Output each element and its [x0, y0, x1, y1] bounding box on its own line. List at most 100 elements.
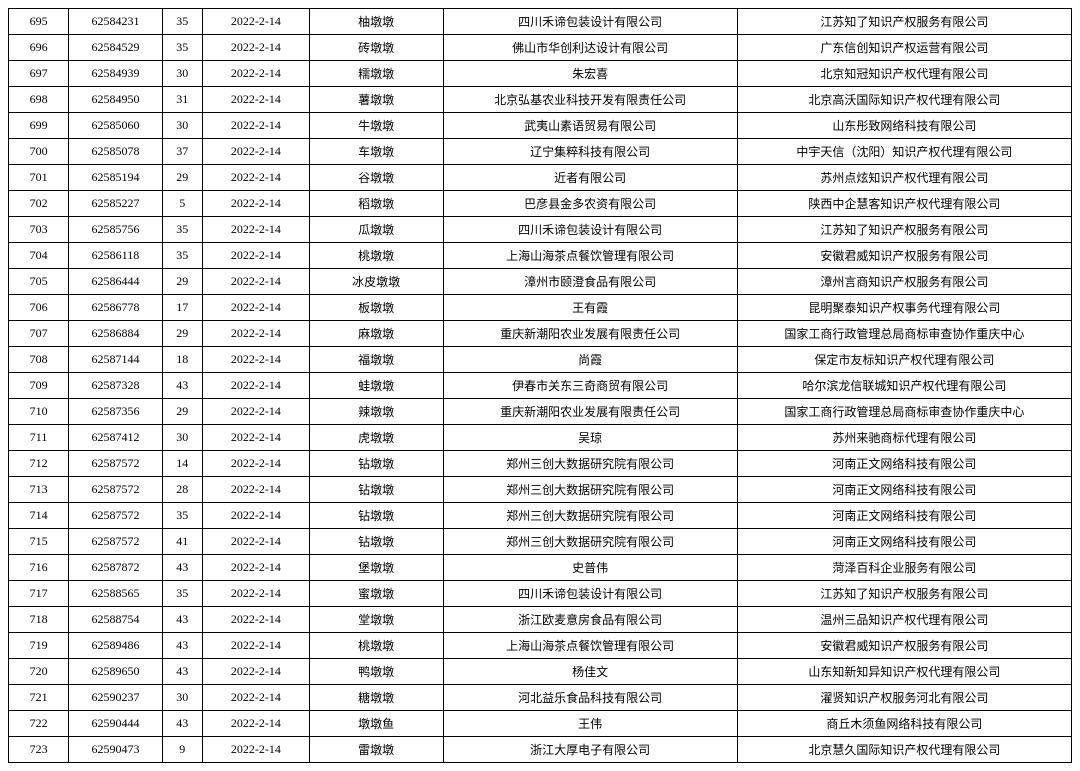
table-cell-seq: 718: [9, 607, 69, 633]
table-cell-id: 62585756: [69, 217, 163, 243]
table-cell-date: 2022-2-14: [202, 35, 309, 61]
table-cell-name: 福墩墩: [309, 347, 443, 373]
table-row: 71662587872432022-2-14堡墩墩史普伟菏泽百科企业服务有限公司: [9, 555, 1072, 581]
table-cell-id: 62586778: [69, 295, 163, 321]
table-cell-id: 62585194: [69, 165, 163, 191]
table-cell-class: 14: [162, 451, 202, 477]
table-cell-applicant: 王有霞: [443, 295, 737, 321]
table-cell-seq: 721: [9, 685, 69, 711]
table-cell-name: 辣墩墩: [309, 399, 443, 425]
table-cell-id: 62587144: [69, 347, 163, 373]
table-cell-class: 30: [162, 113, 202, 139]
table-row: 70362585756352022-2-14瓜墩墩四川禾谛包装设计有限公司江苏知…: [9, 217, 1072, 243]
table-cell-agency: 江苏知了知识产权服务有限公司: [737, 217, 1071, 243]
table-cell-name: 钻墩墩: [309, 451, 443, 477]
table-cell-class: 43: [162, 633, 202, 659]
table-row: 70962587328432022-2-14蛙墩墩伊春市关东三奇商贸有限公司哈尔…: [9, 373, 1072, 399]
table-cell-name: 鸭墩墩: [309, 659, 443, 685]
table-cell-class: 9: [162, 737, 202, 763]
table-cell-name: 堂墩墩: [309, 607, 443, 633]
table-row: 71062587356292022-2-14辣墩墩重庆新潮阳农业发展有限责任公司…: [9, 399, 1072, 425]
table-cell-name: 糖墩墩: [309, 685, 443, 711]
table-cell-seq: 695: [9, 9, 69, 35]
table-cell-class: 30: [162, 61, 202, 87]
table-row: 71362587572282022-2-14钻墩墩郑州三创大数据研究院有限公司河…: [9, 477, 1072, 503]
table-cell-name: 虎墩墩: [309, 425, 443, 451]
table-cell-agency: 河南正文网络科技有限公司: [737, 477, 1071, 503]
table-cell-id: 62590444: [69, 711, 163, 737]
table-cell-applicant: 王伟: [443, 711, 737, 737]
table-cell-id: 62586118: [69, 243, 163, 269]
table-cell-applicant: 漳州市颐澄食品有限公司: [443, 269, 737, 295]
table-row: 69862584950312022-2-14薯墩墩北京弘基农业科技开发有限责任公…: [9, 87, 1072, 113]
table-cell-id: 62588565: [69, 581, 163, 607]
table-cell-date: 2022-2-14: [202, 139, 309, 165]
table-row: 72062589650432022-2-14鸭墩墩杨佳文山东知新知异知识产权代理…: [9, 659, 1072, 685]
table-cell-class: 43: [162, 659, 202, 685]
table-cell-agency: 中宇天信（沈阳）知识产权代理有限公司: [737, 139, 1071, 165]
table-cell-applicant: 郑州三创大数据研究院有限公司: [443, 529, 737, 555]
table-cell-applicant: 重庆新潮阳农业发展有限责任公司: [443, 321, 737, 347]
table-cell-date: 2022-2-14: [202, 347, 309, 373]
table-row: 69662584529352022-2-14砖墩墩佛山市华创利达设计有限公司广东…: [9, 35, 1072, 61]
table-cell-date: 2022-2-14: [202, 659, 309, 685]
table-cell-applicant: 北京弘基农业科技开发有限责任公司: [443, 87, 737, 113]
table-cell-applicant: 郑州三创大数据研究院有限公司: [443, 451, 737, 477]
table-cell-applicant: 浙江欧麦意房食品有限公司: [443, 607, 737, 633]
table-row: 7236259047392022-2-14雷墩墩浙江大厚电子有限公司北京慧久国际…: [9, 737, 1072, 763]
table-cell-date: 2022-2-14: [202, 477, 309, 503]
table-cell-agency: 安徽君威知识产权服务有限公司: [737, 243, 1071, 269]
table-cell-name: 谷墩墩: [309, 165, 443, 191]
table-cell-applicant: 巴彦县金多农资有限公司: [443, 191, 737, 217]
table-cell-class: 5: [162, 191, 202, 217]
table-cell-seq: 707: [9, 321, 69, 347]
table-cell-id: 62584950: [69, 87, 163, 113]
table-cell-id: 62587328: [69, 373, 163, 399]
table-cell-id: 62590473: [69, 737, 163, 763]
table-cell-agency: 北京知冠知识产权代理有限公司: [737, 61, 1071, 87]
table-cell-date: 2022-2-14: [202, 425, 309, 451]
table-cell-applicant: 上海山海茶点餐饮管理有限公司: [443, 243, 737, 269]
table-cell-seq: 711: [9, 425, 69, 451]
table-cell-date: 2022-2-14: [202, 737, 309, 763]
table-cell-name: 砖墩墩: [309, 35, 443, 61]
table-cell-agency: 商丘木须鱼网络科技有限公司: [737, 711, 1071, 737]
table-cell-agency: 保定市友标知识产权代理有限公司: [737, 347, 1071, 373]
table-cell-seq: 710: [9, 399, 69, 425]
table-cell-applicant: 近者有限公司: [443, 165, 737, 191]
table-cell-agency: 山东彤致网络科技有限公司: [737, 113, 1071, 139]
table-cell-date: 2022-2-14: [202, 269, 309, 295]
table-cell-date: 2022-2-14: [202, 165, 309, 191]
table-cell-name: 桃墩墩: [309, 243, 443, 269]
table-cell-name: 麻墩墩: [309, 321, 443, 347]
table-row: 70762586884292022-2-14麻墩墩重庆新潮阳农业发展有限责任公司…: [9, 321, 1072, 347]
table-cell-class: 30: [162, 425, 202, 451]
table-cell-seq: 697: [9, 61, 69, 87]
table-cell-date: 2022-2-14: [202, 295, 309, 321]
table-cell-date: 2022-2-14: [202, 555, 309, 581]
table-cell-name: 柚墩墩: [309, 9, 443, 35]
table-cell-name: 堡墩墩: [309, 555, 443, 581]
table-cell-seq: 701: [9, 165, 69, 191]
table-cell-agency: 北京高沃国际知识产权代理有限公司: [737, 87, 1071, 113]
table-cell-agency: 河南正文网络科技有限公司: [737, 529, 1071, 555]
table-cell-date: 2022-2-14: [202, 321, 309, 347]
table-cell-id: 62587572: [69, 503, 163, 529]
table-cell-date: 2022-2-14: [202, 217, 309, 243]
table-cell-seq: 702: [9, 191, 69, 217]
table-cell-seq: 704: [9, 243, 69, 269]
table-cell-class: 29: [162, 269, 202, 295]
table-cell-class: 29: [162, 165, 202, 191]
table-cell-date: 2022-2-14: [202, 191, 309, 217]
table-cell-agency: 苏州来驰商标代理有限公司: [737, 425, 1071, 451]
table-row: 72162590237302022-2-14糖墩墩河北益乐食品科技有限公司濯贤知…: [9, 685, 1072, 711]
table-cell-id: 62589486: [69, 633, 163, 659]
table-cell-class: 43: [162, 373, 202, 399]
table-row: 71162587412302022-2-14虎墩墩吴琼苏州来驰商标代理有限公司: [9, 425, 1072, 451]
table-cell-name: 钻墩墩: [309, 529, 443, 555]
table-cell-id: 62586884: [69, 321, 163, 347]
table-cell-seq: 696: [9, 35, 69, 61]
table-cell-seq: 699: [9, 113, 69, 139]
table-cell-date: 2022-2-14: [202, 685, 309, 711]
table-cell-class: 43: [162, 711, 202, 737]
